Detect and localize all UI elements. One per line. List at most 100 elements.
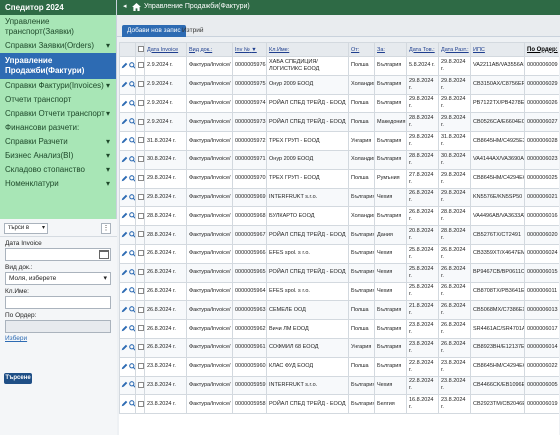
pencil-icon[interactable]	[121, 118, 128, 125]
table-row[interactable]: 26.8.2024 г. Фактура/Invoice/0000005966 EF…	[119, 243, 559, 264]
search-button[interactable]: Търсене	[4, 373, 32, 384]
checkbox[interactable]	[138, 400, 144, 407]
sidebar-item[interactable]: Финансови разчети:	[0, 121, 116, 135]
magnifier-icon[interactable]	[129, 381, 136, 388]
row-select[interactable]	[135, 394, 145, 415]
table-row[interactable]: 2.9.2024 г. Фактура/Invoice/0000005976 ХАБ…	[119, 56, 559, 76]
sidebar-item[interactable]: Справки Разчети ▾	[0, 135, 116, 149]
table-row[interactable]: 30.8.2024 г. Фактура/Invoice/0000005971 Он…	[119, 149, 559, 170]
pencil-icon[interactable]	[121, 212, 128, 219]
sidebar-item[interactable]: Справки Отчети транспорт ▾	[0, 107, 116, 121]
date-input[interactable]	[5, 248, 111, 261]
header-select-all[interactable]	[135, 42, 145, 57]
table-row[interactable]: 2.9.2024 г. Фактура/Invoice/0000005974 РОЙ…	[119, 93, 559, 114]
home-icon[interactable]	[132, 3, 141, 11]
checkbox[interactable]	[138, 250, 144, 257]
magnifier-icon[interactable]	[129, 362, 136, 370]
table-row[interactable]: 26.8.2024 г. Фактура/Invoice/0000005964 EF…	[119, 281, 559, 302]
pencil-icon[interactable]	[121, 156, 128, 163]
table-row[interactable]: 29.8.2024 г. Фактура/Invoice/0000005969 IN…	[119, 187, 559, 208]
checkbox[interactable]	[138, 156, 144, 163]
checkbox[interactable]	[138, 287, 144, 294]
magnifier-icon[interactable]	[129, 231, 136, 238]
doc-type-select[interactable]: Моля, изберете ▾	[5, 272, 111, 285]
header-doc-type[interactable]: Вид док.:	[186, 42, 233, 57]
row-select[interactable]	[135, 206, 145, 227]
table-row[interactable]: 29.8.2024 г. Фактура/Invoice/0000005970 ТР…	[119, 168, 559, 189]
table-row[interactable]: 26.8.2024 г. Фактура/Invoice/0000005965 РО…	[119, 262, 559, 283]
clear-link[interactable]: Избери	[5, 335, 28, 342]
client-input[interactable]	[5, 296, 111, 309]
magnifier-icon[interactable]	[129, 156, 136, 163]
header-ips[interactable]: ИПС	[470, 42, 525, 57]
row-select[interactable]	[135, 168, 145, 189]
row-select[interactable]	[135, 281, 145, 302]
magnifier-icon[interactable]	[129, 174, 136, 182]
sidebar-item[interactable]: Складово стопанство ▾	[0, 163, 116, 177]
magnifier-icon[interactable]	[129, 137, 136, 144]
table-row[interactable]: 23.8.2024 г. Фактура/Invoice/0000005959 IN…	[119, 375, 559, 396]
collapse-sidebar-icon[interactable]: ◂	[123, 3, 127, 10]
table-row[interactable]: 23.8.2024 г. Фактура/Invoice/0000005960 КЛ…	[119, 356, 559, 377]
checkbox[interactable]	[138, 344, 144, 351]
pencil-icon[interactable]	[121, 231, 128, 238]
header-invoice-date[interactable]: Дата Invoice	[144, 42, 187, 57]
add-record-button[interactable]: Добави нов запис	[122, 25, 186, 37]
row-select[interactable]	[135, 187, 145, 208]
checkbox[interactable]	[138, 193, 144, 200]
magnifier-icon[interactable]	[129, 400, 136, 407]
table-row[interactable]: 28.8.2024 г. Фактура/Invoice/0000005968 БУ…	[119, 206, 559, 227]
table-row[interactable]: 31.8.2024 г. Фактура/Invoice/0000005972 ТР…	[119, 131, 559, 151]
magnifier-icon[interactable]	[129, 268, 136, 276]
pencil-icon[interactable]	[121, 381, 128, 388]
pencil-icon[interactable]	[121, 194, 128, 201]
search-in-select[interactable]: търси в ▾	[4, 223, 48, 234]
row-select[interactable]	[135, 93, 145, 114]
magnifier-icon[interactable]	[129, 287, 136, 294]
pencil-icon[interactable]	[121, 363, 128, 370]
breadcrumb[interactable]: Управление Продажби(Фактури)	[144, 3, 250, 10]
table-row[interactable]: 26.8.2024 г. Фактура/Invoice/0000005963 СЕ…	[119, 300, 559, 321]
header-to[interactable]: За:	[374, 42, 407, 57]
magnifier-icon[interactable]	[129, 80, 136, 88]
sidebar-item[interactable]: Управление транспорт(Заявки)	[0, 15, 116, 39]
order-input[interactable]	[5, 320, 111, 333]
row-select[interactable]	[135, 356, 145, 377]
pencil-icon[interactable]	[121, 269, 128, 276]
header-unload-date[interactable]: Дата Разт.:	[438, 42, 471, 57]
magnifier-icon[interactable]	[129, 99, 136, 107]
checkbox[interactable]	[138, 118, 144, 125]
pencil-icon[interactable]	[121, 250, 128, 257]
pencil-icon[interactable]	[121, 175, 128, 182]
pencil-icon[interactable]	[121, 81, 128, 88]
row-select[interactable]	[135, 243, 145, 264]
pencil-icon[interactable]	[121, 400, 128, 407]
table-row[interactable]: 2.9.2024 г. Фактура/Invoice/0000005975 Ону…	[119, 74, 559, 95]
filter-menu-button[interactable]: ⋮	[101, 223, 111, 234]
delete-button[interactable]: Изтрий	[182, 27, 204, 34]
checkbox[interactable]	[138, 174, 144, 181]
row-select[interactable]	[135, 149, 145, 170]
checkbox[interactable]	[138, 80, 144, 87]
checkbox[interactable]	[138, 381, 144, 388]
magnifier-icon[interactable]	[129, 344, 136, 351]
header-goods-date[interactable]: Дата Тов.:	[406, 42, 439, 57]
sidebar-item[interactable]: Отчети транспорт	[0, 93, 116, 107]
sidebar-item[interactable]: Бизнес Анализ(BI) ▾	[0, 149, 116, 163]
pencil-icon[interactable]	[121, 325, 128, 332]
checkbox[interactable]	[138, 362, 144, 369]
pencil-icon[interactable]	[121, 344, 128, 351]
pencil-icon[interactable]	[121, 100, 128, 107]
row-select[interactable]	[135, 131, 145, 151]
checkbox[interactable]	[138, 306, 144, 313]
sidebar-item[interactable]: Справки Фактури(Invoices) ▾	[0, 79, 116, 93]
checkbox[interactable]	[138, 137, 144, 144]
table-row[interactable]: 23.8.2024 г. Фактура/Invoice/0000005958 РО…	[119, 394, 559, 415]
row-select[interactable]	[135, 262, 145, 283]
pencil-icon[interactable]	[121, 62, 128, 69]
sidebar-item[interactable]: Справки Заявки(Orders) ▾	[0, 39, 116, 53]
magnifier-icon[interactable]	[129, 62, 136, 69]
checkbox[interactable]	[138, 62, 144, 69]
table-row[interactable]: 26.8.2024 г. Фактура/Invoice/0000005961 СО…	[119, 337, 559, 358]
checkbox[interactable]	[138, 325, 144, 332]
